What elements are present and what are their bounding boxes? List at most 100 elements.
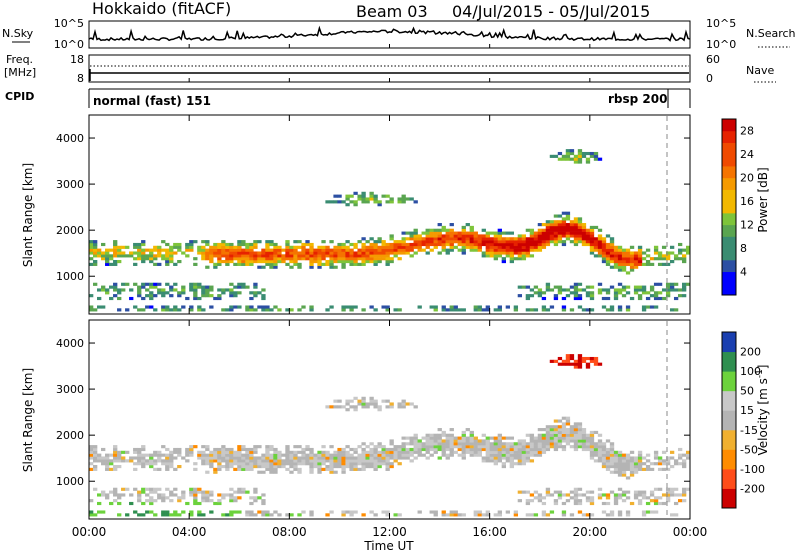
velocity-cell bbox=[397, 513, 402, 517]
power-cell bbox=[565, 149, 571, 153]
power-cell bbox=[241, 285, 246, 289]
velocity-cell bbox=[577, 442, 583, 446]
velocity-cell bbox=[525, 490, 531, 494]
velocity-cell bbox=[425, 436, 430, 440]
power-cell bbox=[493, 234, 498, 238]
velocity-cell bbox=[273, 462, 278, 466]
velocity-cell bbox=[385, 467, 390, 471]
velocity-cell bbox=[169, 493, 174, 497]
velocity-cell bbox=[309, 510, 314, 514]
power-cell bbox=[541, 223, 547, 227]
velocity-cell bbox=[265, 456, 270, 460]
power-cell bbox=[605, 262, 611, 266]
colorbar-tick-label: 16 bbox=[740, 195, 754, 208]
velocity-cell bbox=[577, 493, 583, 497]
power-cell bbox=[421, 248, 426, 252]
velocity-cell bbox=[593, 362, 599, 366]
velocity-cell bbox=[233, 510, 238, 514]
power-cell bbox=[165, 242, 170, 247]
power-cell bbox=[181, 305, 186, 309]
velocity-cell bbox=[317, 462, 322, 466]
velocity-cell bbox=[465, 447, 470, 452]
power-cell bbox=[669, 288, 675, 292]
velocity-cell bbox=[569, 490, 575, 494]
power-cell bbox=[637, 245, 643, 249]
velocity-cell bbox=[393, 459, 398, 463]
velocity-cell bbox=[561, 513, 567, 517]
velocity-cell bbox=[545, 447, 551, 452]
velocity-cell bbox=[365, 456, 370, 460]
power-cell bbox=[425, 245, 430, 249]
velocity-cell bbox=[681, 487, 687, 491]
velocity-cell bbox=[561, 447, 567, 452]
power-cell bbox=[245, 305, 250, 309]
power-cell bbox=[513, 242, 519, 247]
velocity-cell bbox=[125, 450, 130, 454]
colorbar-segment bbox=[722, 201, 736, 214]
power-cell bbox=[117, 251, 122, 255]
velocity-cell bbox=[461, 439, 466, 443]
power-cell bbox=[553, 285, 559, 289]
power-cell bbox=[225, 262, 230, 266]
power-cell bbox=[545, 220, 551, 224]
velocity-cell bbox=[417, 450, 422, 454]
power-cell bbox=[217, 294, 222, 298]
velocity-cell bbox=[505, 447, 510, 452]
velocity-cell bbox=[513, 442, 519, 446]
power-cell bbox=[289, 248, 294, 252]
velocity-cell bbox=[113, 459, 118, 463]
power-cell bbox=[269, 308, 274, 312]
velocity-cell bbox=[149, 501, 154, 506]
power-cell bbox=[621, 285, 627, 289]
velocity-cell bbox=[97, 510, 102, 514]
power-cell bbox=[353, 191, 358, 195]
velocity-cell bbox=[477, 453, 482, 457]
velocity-cell bbox=[537, 493, 543, 497]
power-cell bbox=[517, 294, 523, 298]
colorbar-segment bbox=[722, 248, 736, 261]
velocity-cell bbox=[665, 462, 671, 466]
velocity-cell bbox=[165, 459, 170, 463]
velocity-cell bbox=[653, 456, 659, 460]
velocity-cell bbox=[105, 459, 110, 463]
power-cell bbox=[445, 248, 450, 252]
power-cell bbox=[557, 237, 563, 241]
velocity-cell bbox=[549, 433, 555, 437]
velocity-cell bbox=[173, 450, 178, 454]
power-cell bbox=[337, 248, 342, 252]
velocity-cell bbox=[433, 442, 438, 446]
power-cell bbox=[233, 245, 238, 249]
velocity-cell bbox=[177, 450, 182, 454]
velocity-cell bbox=[249, 464, 254, 469]
power-cell bbox=[289, 251, 294, 255]
power-cell bbox=[621, 265, 627, 269]
power-cell bbox=[633, 291, 639, 295]
velocity-cell bbox=[309, 459, 314, 463]
power-cell bbox=[425, 231, 430, 235]
velocity-cell bbox=[117, 453, 122, 457]
velocity-cell bbox=[577, 510, 583, 514]
velocity-cell bbox=[401, 450, 406, 454]
velocity-cell bbox=[685, 456, 691, 460]
power-cell bbox=[381, 251, 386, 255]
velocity-cell bbox=[173, 513, 178, 517]
velocity-cell bbox=[593, 356, 599, 361]
power-cell bbox=[113, 242, 118, 247]
power-cell bbox=[629, 262, 635, 266]
velocity-cell bbox=[293, 459, 298, 463]
velocity-cell bbox=[365, 405, 370, 409]
velocity-cell bbox=[641, 490, 647, 494]
velocity-cell bbox=[413, 405, 418, 409]
power-cell bbox=[489, 245, 494, 249]
power-cell bbox=[285, 251, 290, 255]
velocity-cell bbox=[609, 510, 615, 514]
power-cell bbox=[641, 257, 647, 261]
power-cell bbox=[621, 288, 627, 292]
velocity-cell bbox=[529, 513, 535, 517]
velocity-cell bbox=[141, 464, 146, 469]
power-cell bbox=[537, 242, 543, 247]
velocity-cell bbox=[369, 462, 374, 466]
velocity-cell bbox=[589, 439, 595, 443]
power-cell bbox=[633, 262, 639, 266]
power-cell bbox=[113, 248, 118, 252]
